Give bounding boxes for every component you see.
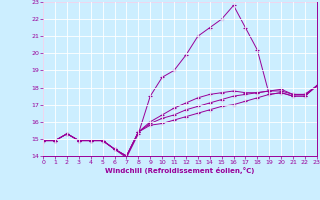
X-axis label: Windchill (Refroidissement éolien,°C): Windchill (Refroidissement éolien,°C) — [105, 167, 255, 174]
